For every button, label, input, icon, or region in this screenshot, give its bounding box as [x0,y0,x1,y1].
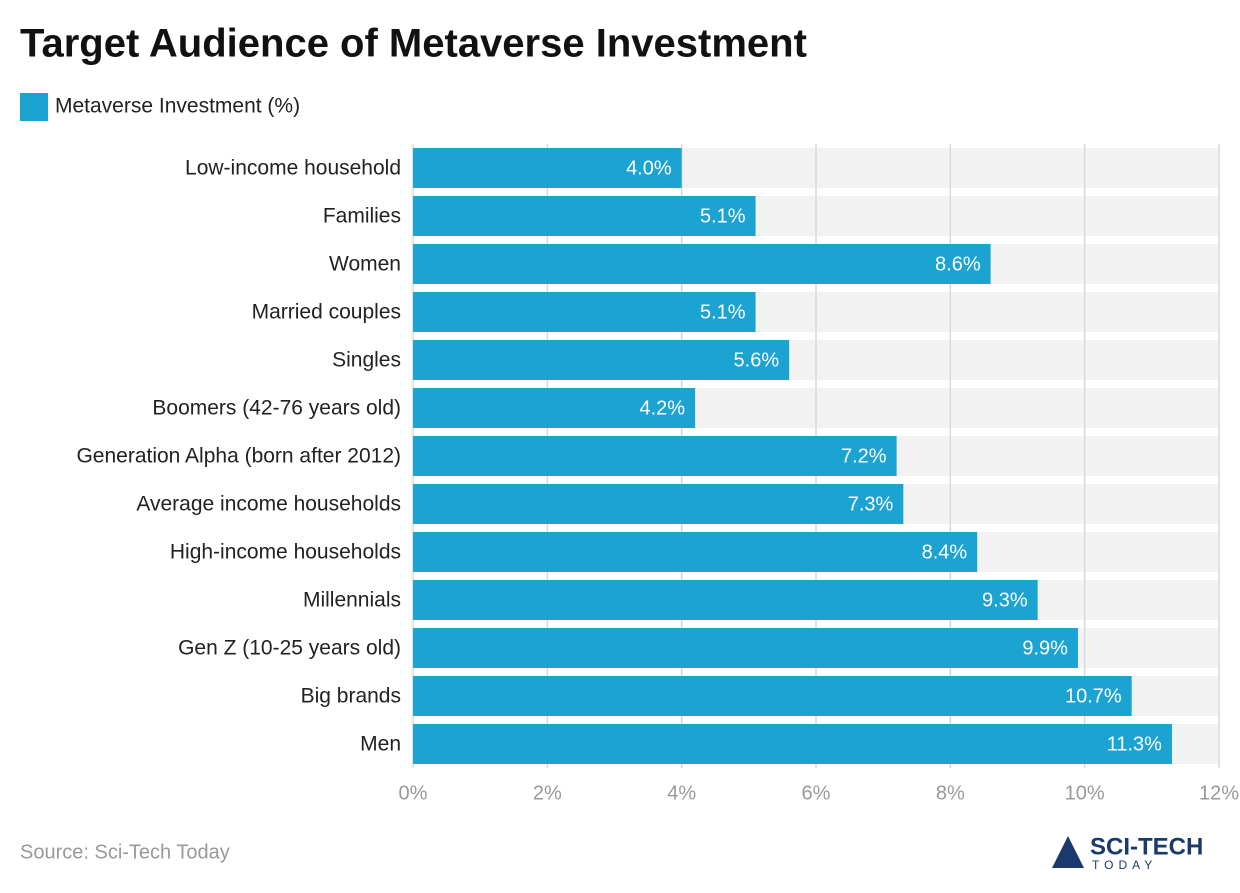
bar [413,628,1078,668]
bar [413,388,696,428]
x-tick-label: 8% [936,782,965,804]
bar [413,244,991,284]
value-label: 9.9% [1022,637,1068,659]
y-tick-label: Singles [332,349,401,372]
y-tick-label: Big brands [301,685,401,708]
bar [413,724,1172,764]
bar [413,148,682,188]
logo: SCI-TECH TODAY [1052,833,1203,872]
logo-icon [1052,836,1084,868]
x-tick-label: 10% [1065,782,1105,804]
x-tick-label: 4% [667,782,696,804]
value-label: 11.3% [1107,733,1162,755]
value-label: 9.3% [982,589,1028,611]
y-tick-label: Millennials [303,589,401,612]
y-tick-label: Gen Z (10-25 years old) [178,637,401,660]
value-label: 5.1% [700,301,746,323]
bar [413,340,790,380]
logo-tagline: TODAY [1092,858,1157,872]
source: Source: Sci-Tech Today [20,841,230,863]
y-tick-label: Families [323,205,401,228]
value-label: 8.6% [935,253,981,275]
bar [413,196,756,236]
y-tick-label: Generation Alpha (born after 2012) [76,445,401,468]
chart-title: Target Audience of Metaverse Investment [20,22,807,66]
y-tick-label: High-income households [170,541,401,564]
y-tick-label: Boomers (42-76 years old) [152,397,401,420]
y-tick-label: Low-income household [185,157,401,180]
value-label: 8.4% [922,541,968,563]
x-tick-label: 6% [802,782,831,804]
bar [413,532,978,572]
y-tick-label: Women [329,253,401,276]
bar [413,484,904,524]
bar [413,292,756,332]
value-label: 7.2% [841,445,887,467]
value-label: 5.6% [734,349,780,371]
y-tick-label: Average income households [136,493,401,516]
x-tick-label: 2% [533,782,562,804]
y-tick-label: Men [360,733,401,756]
value-label: 5.1% [700,205,746,227]
legend-label: Metaverse Investment (%) [55,95,300,118]
x-tick-label: 12% [1199,782,1239,804]
x-tick-label: 0% [399,782,428,804]
legend-swatch [20,93,48,121]
y-tick-label: Married couples [252,301,401,324]
value-label: 10.7% [1065,685,1122,707]
value-label: 4.2% [640,397,686,419]
bar [413,580,1038,620]
value-label: 4.0% [626,157,672,179]
value-label: 7.3% [848,493,894,515]
logo-name: SCI-TECH [1090,833,1203,860]
bar [413,676,1132,716]
bar [413,436,897,476]
